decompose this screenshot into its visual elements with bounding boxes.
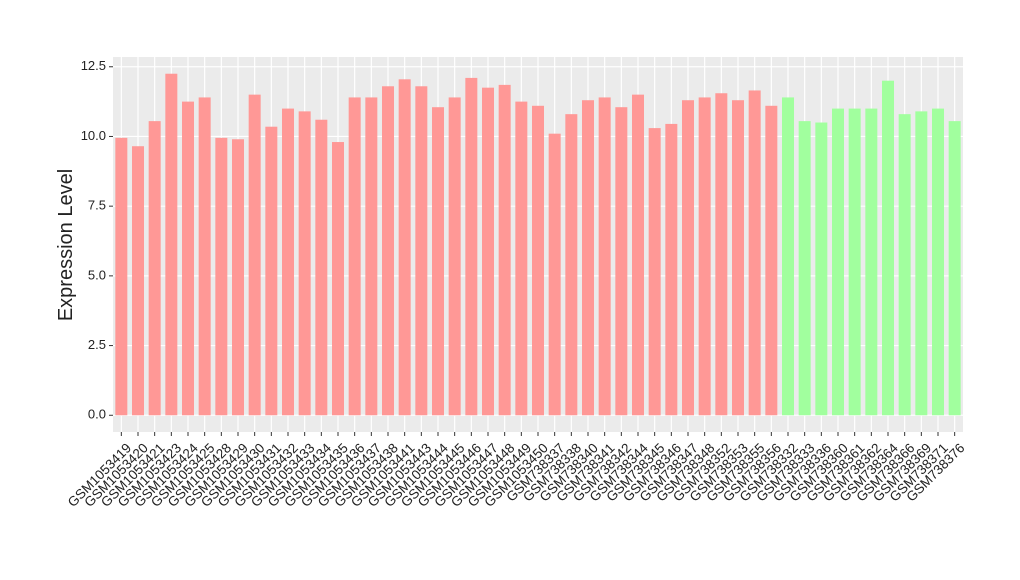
bar: [465, 77, 478, 416]
bar: [665, 123, 678, 416]
bar: [482, 87, 494, 416]
bar: [915, 111, 928, 416]
y-tick-label: 2.5: [88, 337, 106, 352]
bar: [798, 121, 811, 416]
bar: [282, 108, 294, 416]
bar: [732, 100, 744, 416]
y-tick-label: 10.0: [81, 128, 106, 143]
y-axis-label: Expression Level: [55, 169, 77, 321]
bar: [265, 126, 278, 416]
bar: [432, 107, 444, 416]
bar: [565, 114, 578, 416]
bar: [898, 114, 911, 416]
bar: [515, 101, 528, 416]
bar: [815, 122, 828, 416]
bar: [115, 137, 128, 416]
bar: [365, 97, 378, 416]
y-tick-label: 7.5: [88, 198, 106, 213]
bar: [648, 128, 661, 416]
bar: [448, 97, 461, 416]
bar: [548, 133, 561, 416]
bar: [532, 105, 544, 416]
bar: [315, 119, 328, 416]
bar: [948, 121, 961, 416]
bar: [698, 97, 711, 416]
y-tick-label: 5.0: [88, 267, 106, 282]
bar: [498, 84, 511, 416]
bar: [882, 80, 894, 416]
bar: [398, 79, 411, 416]
bar: [198, 97, 211, 416]
bar: [865, 108, 878, 416]
bar: [332, 142, 344, 416]
bar: [832, 108, 844, 416]
bar: [215, 137, 228, 416]
bar: [415, 86, 428, 416]
bar: [298, 111, 311, 416]
y-tick-label: 0.0: [88, 407, 106, 422]
bar: [248, 94, 261, 416]
bar: [148, 121, 161, 416]
bar: [165, 73, 178, 416]
bar: [715, 93, 728, 416]
bar: [932, 108, 944, 416]
y-tick-label: 12.5: [81, 58, 106, 73]
bar: [348, 97, 361, 416]
bar: [132, 146, 144, 416]
bar: [598, 97, 611, 416]
bar: [848, 108, 861, 416]
bar: [682, 100, 694, 416]
bar: [582, 100, 594, 416]
bar: [782, 97, 794, 416]
bar: [615, 107, 628, 416]
bar: [765, 105, 778, 416]
bar: [182, 101, 194, 416]
bar: [632, 94, 644, 416]
bar: [382, 86, 394, 416]
bar: [232, 139, 244, 416]
bar: [748, 90, 761, 416]
